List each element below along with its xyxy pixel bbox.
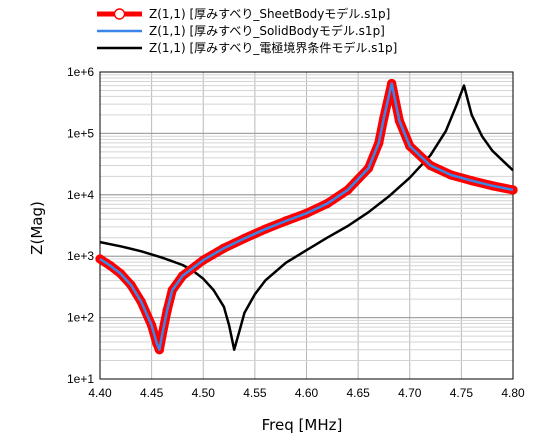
data-point	[322, 198, 332, 209]
x-axis-title: Freq [MHz]	[262, 416, 343, 434]
data-point	[425, 160, 436, 171]
y-tick-label: 1e+4	[67, 188, 94, 202]
y-tick-labels: 1e+1 1e+2 1e+3 1e+4 1e+5 1e+6	[67, 65, 94, 386]
x-tick-label: 4.75	[450, 386, 474, 400]
data-point	[136, 297, 146, 307]
data-point	[105, 261, 115, 271]
x-tick-label: 4.80	[501, 386, 525, 400]
data-point	[126, 280, 136, 290]
x-tick-label: 4.50	[192, 386, 216, 400]
data-point	[95, 254, 105, 264]
data-point	[343, 185, 353, 195]
y-tick-label: 1e+6	[67, 65, 94, 79]
y-tick-label: 1e+5	[67, 126, 94, 140]
x-tick-label: 4.45	[140, 386, 164, 400]
y-tick-label: 1e+3	[67, 249, 94, 263]
data-point	[198, 255, 208, 265]
y-axis-title: Z(Mag)	[28, 201, 46, 255]
x-tick-labels: 4.40 4.45 4.50 4.55 4.60 4.65 4.70 4.75 4.80	[88, 386, 525, 400]
data-point	[405, 141, 415, 151]
data-point	[301, 208, 312, 218]
data-point	[363, 163, 374, 173]
legend: Z(1,1) [厚みすべり_SheetBodyモデル.s1p] Z(1,1) [厚…	[97, 6, 397, 55]
data-point	[281, 216, 291, 226]
legend-label: Z(1,1) [厚みすべり_SheetBodyモデル.s1p]	[149, 6, 390, 21]
data-point	[260, 224, 270, 234]
x-tick-label: 4.70	[398, 386, 422, 400]
x-tick-label: 4.65	[346, 386, 370, 400]
data-point	[239, 233, 250, 244]
series-layer	[95, 78, 518, 355]
data-point	[219, 243, 229, 253]
x-tick-label: 4.40	[88, 386, 112, 400]
legend-marker	[113, 8, 126, 20]
y-tick-label: 1e+1	[67, 372, 94, 386]
series-line-solidbody	[99, 82, 514, 351]
grid	[99, 71, 514, 380]
x-tick-label: 4.60	[295, 386, 319, 400]
legend-label: Z(1,1) [厚みすべり_電極境界条件モデル.s1p]	[149, 40, 397, 55]
x-tick-label: 4.55	[243, 386, 267, 400]
y-tick-label: 1e+2	[67, 311, 94, 325]
legend-label: Z(1,1) [厚みすべり_SolidBodyモデル.s1p]	[149, 23, 385, 38]
data-point	[116, 268, 126, 279]
plot-frame	[99, 71, 514, 380]
data-point	[177, 271, 188, 281]
